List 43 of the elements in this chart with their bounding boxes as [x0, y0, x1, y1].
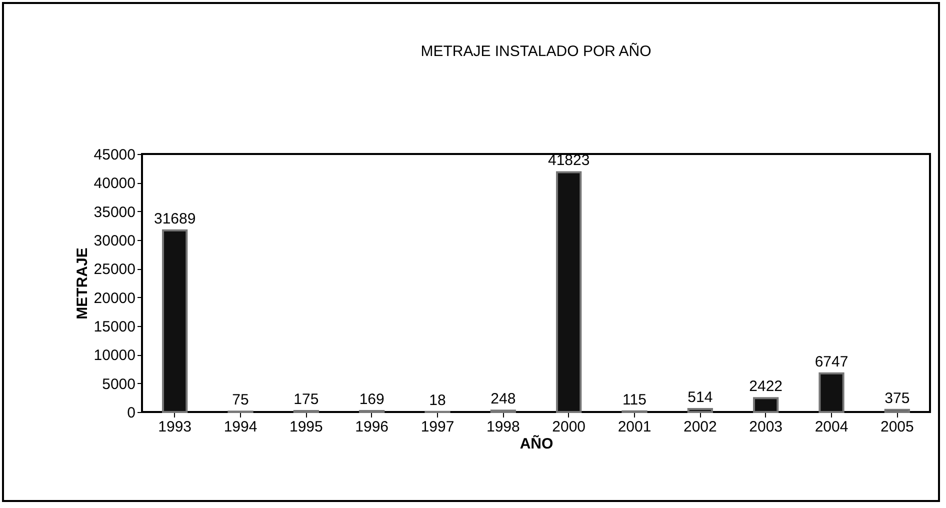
data-label: 175 [294, 390, 319, 408]
bar [556, 171, 582, 413]
x-tick-label: 1996 [355, 418, 389, 436]
chart-title: METRAJE INSTALADO POR AÑO [420, 42, 652, 60]
y-tick-label: 15000 [94, 318, 136, 336]
y-tick-label: 0 [127, 404, 136, 422]
data-label: 6747 [814, 353, 848, 370]
y-tick-label: 30000 [94, 232, 136, 250]
data-label: 248 [490, 390, 516, 408]
x-tick-label: 2001 [618, 418, 652, 436]
bar [884, 408, 910, 413]
bar [818, 372, 844, 413]
x-tick-label: 1998 [486, 418, 520, 436]
y-tick-label: 40000 [94, 175, 136, 192]
bar [162, 229, 188, 413]
data-label: 115 [622, 391, 646, 408]
y-tick-label: 35000 [94, 204, 136, 221]
x-tick-label: 2004 [814, 418, 848, 436]
y-axis-title: METRAJE [74, 248, 91, 320]
data-label: 75 [232, 392, 249, 409]
bar [687, 408, 713, 413]
x-tick-label: 2002 [683, 418, 717, 436]
x-tick-label: 2003 [749, 418, 783, 436]
y-tick-label: 45000 [94, 146, 136, 164]
y-tick-label: 25000 [94, 261, 136, 278]
data-label: 375 [884, 390, 910, 407]
x-tick-label: 1995 [289, 418, 323, 436]
x-tick-label: 1994 [224, 418, 258, 436]
y-tick-label: 5000 [102, 376, 136, 393]
data-label: 41823 [548, 152, 590, 170]
data-label: 169 [359, 391, 384, 408]
x-tick-label: 1997 [420, 418, 454, 436]
data-label: 514 [688, 389, 713, 406]
y-tick-label: 20000 [94, 290, 136, 307]
x-tick-label: 2000 [552, 418, 586, 436]
x-tick-label: 1993 [158, 418, 192, 436]
bar [753, 397, 779, 413]
y-tick-label: 10000 [94, 347, 136, 364]
x-tick-label: 2005 [880, 418, 914, 436]
x-axis-title: AÑO [520, 434, 554, 452]
data-label: 18 [429, 392, 446, 409]
data-label: 2422 [749, 378, 783, 396]
data-label: 31689 [154, 210, 196, 228]
